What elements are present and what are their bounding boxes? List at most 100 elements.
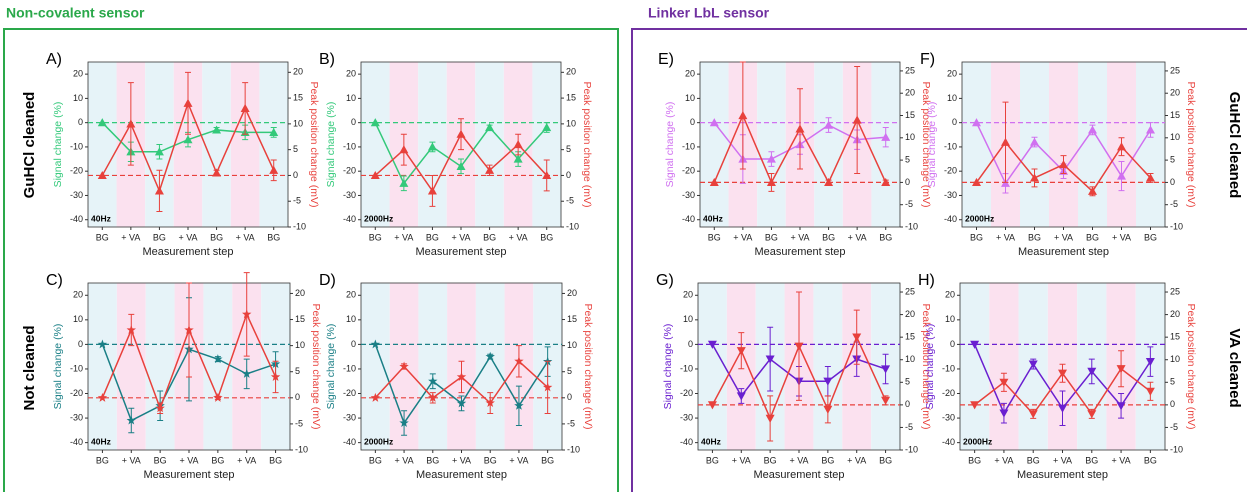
y-tick-label: -40 xyxy=(942,437,955,447)
band xyxy=(475,62,504,227)
x-tick-label: BG xyxy=(1085,455,1098,465)
y2-tick-label: -10 xyxy=(293,221,306,231)
x-tick-label: BG xyxy=(1144,232,1157,242)
y-tick-label: -20 xyxy=(944,166,957,176)
y-tick-label: -20 xyxy=(343,388,356,398)
y-tick-label: 10 xyxy=(73,93,83,103)
x-tick-label: + VA xyxy=(1112,455,1131,465)
marker xyxy=(240,103,250,113)
marker xyxy=(1117,171,1126,180)
x-tick-label: BG xyxy=(540,232,553,242)
y-axis-label: Signal change (%) xyxy=(662,324,674,410)
marker xyxy=(370,118,380,127)
y-tick-label: -30 xyxy=(70,190,83,200)
y-tick-label: -20 xyxy=(70,388,83,398)
y2-tick-label: 5 xyxy=(1170,377,1175,387)
band xyxy=(698,283,727,450)
y-tick-label: -10 xyxy=(682,141,695,151)
y2-tick-label: 0 xyxy=(566,170,571,180)
marker xyxy=(269,127,279,136)
band xyxy=(532,62,561,227)
marker xyxy=(427,142,437,151)
y-tick-label: 20 xyxy=(947,69,957,79)
y2-tick-label: 5 xyxy=(905,377,910,387)
y2-tick-label: 20 xyxy=(1170,309,1180,319)
marker xyxy=(456,398,467,408)
y2-axis-label: Peak position change (mV) xyxy=(581,81,593,207)
marker xyxy=(1145,387,1155,396)
x-tick-label: + VA xyxy=(1053,455,1072,465)
marker xyxy=(1087,367,1097,376)
y2-tick-label: 10 xyxy=(567,340,577,350)
y2-tick-label: 20 xyxy=(567,288,577,298)
x-tick-label: BG xyxy=(153,232,166,242)
row-label: GuHCl cleaned xyxy=(21,92,38,199)
band xyxy=(202,62,231,227)
y-tick-label: -40 xyxy=(70,214,83,224)
y2-tick-label: -10 xyxy=(567,444,580,454)
marker xyxy=(154,186,164,195)
y2-tick-label: 5 xyxy=(1170,154,1175,164)
marker xyxy=(485,351,495,361)
x-tick-label: BG xyxy=(879,232,892,242)
x-tick-label: BG xyxy=(764,455,777,465)
x-tick-label: + VA xyxy=(847,455,866,465)
marker xyxy=(970,340,980,349)
y2-tick-label: 15 xyxy=(905,332,915,342)
y-tick-label: -20 xyxy=(682,166,695,176)
y-tick-label: -10 xyxy=(70,141,83,151)
band xyxy=(145,283,175,450)
marker xyxy=(881,177,891,187)
y-tick-label: -20 xyxy=(942,388,955,398)
x-tick-label: BG xyxy=(1086,232,1099,242)
marker xyxy=(97,392,108,402)
y2-tick-label: -10 xyxy=(566,221,579,231)
y-tick-label: 20 xyxy=(73,69,83,79)
y-tick-label: 10 xyxy=(945,314,955,324)
y2-axis-label: Peak position change (mV) xyxy=(1185,303,1197,429)
band xyxy=(814,62,843,227)
x-axis-label: Measurement step xyxy=(1018,246,1109,258)
y2-tick-label: 15 xyxy=(905,110,915,120)
y-tick-label: 10 xyxy=(947,93,957,103)
x-tick-label: BG xyxy=(484,455,497,465)
marker xyxy=(736,347,746,356)
marker xyxy=(1116,402,1126,411)
y2-tick-label: 10 xyxy=(905,132,915,142)
marker xyxy=(1145,357,1155,367)
band xyxy=(475,283,505,450)
y2-axis-label: Peak position change (mV) xyxy=(310,303,322,429)
y-tick-label: -10 xyxy=(680,363,693,373)
x-tick-label: + VA xyxy=(509,232,528,242)
y-tick-label: -40 xyxy=(944,214,957,224)
y-tick-label: 10 xyxy=(346,314,356,324)
y2-tick-label: 20 xyxy=(905,88,915,98)
y-tick-label: -30 xyxy=(70,412,83,422)
marker xyxy=(765,414,775,423)
y2-tick-label: 0 xyxy=(293,170,298,180)
x-tick-label: BG xyxy=(154,455,167,465)
x-tick-label: + VA xyxy=(236,232,255,242)
x-tick-label: + VA xyxy=(452,455,471,465)
marker xyxy=(1146,125,1155,134)
x-tick-label: + VA xyxy=(237,455,256,465)
y2-tick-label: -5 xyxy=(905,199,913,209)
x-tick-label: BG xyxy=(426,232,439,242)
y2-tick-label: 15 xyxy=(293,92,303,102)
y-axis-label: Signal change (%) xyxy=(924,324,936,410)
x-tick-label: BG xyxy=(706,455,719,465)
row-label: VA cleaned xyxy=(1226,328,1243,407)
y2-tick-label: 10 xyxy=(1170,132,1180,142)
y-tick-label: -10 xyxy=(70,363,83,373)
x-tick-label: BG xyxy=(822,232,835,242)
y2-tick-label: -5 xyxy=(905,422,913,432)
y2-tick-label: 15 xyxy=(567,314,577,324)
y-axis-label: Signal change (%) xyxy=(52,324,64,410)
y2-tick-label: -5 xyxy=(566,196,574,206)
annotation: 2000Hz xyxy=(364,213,393,223)
y-tick-label: -30 xyxy=(680,412,693,422)
y-tick-label: -30 xyxy=(944,190,957,200)
y-tick-label: 0 xyxy=(690,117,695,127)
